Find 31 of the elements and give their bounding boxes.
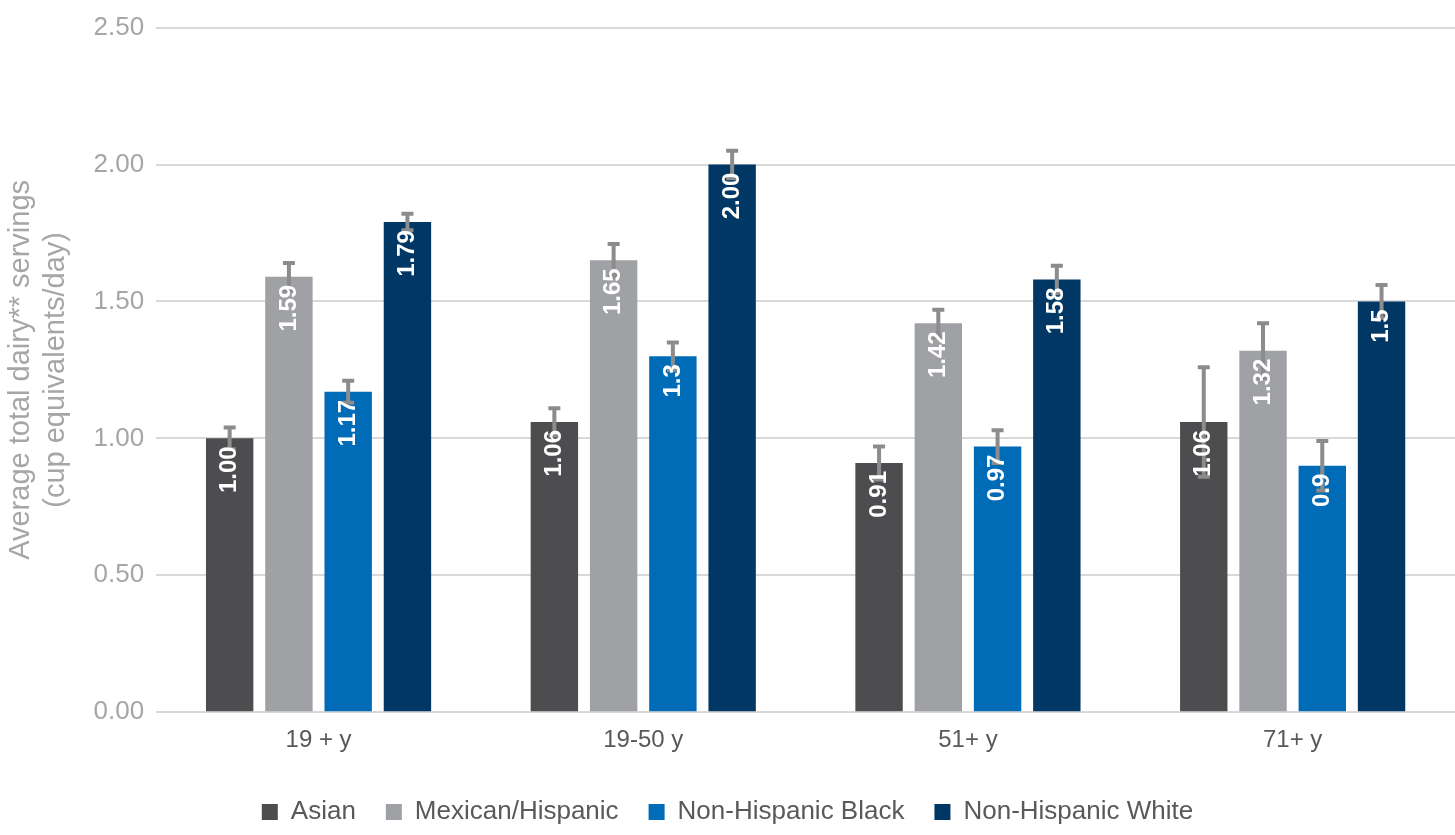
y-axis-title: Average total dairy** servings (cup equivalents/day) [3, 179, 71, 560]
data-label: 1.06 [1188, 429, 1216, 477]
data-label: 1.06 [538, 429, 566, 477]
legend-label: Non-Hispanic Black [677, 795, 906, 826]
x-tick-label: 51+ y [938, 725, 998, 753]
x-tick-label: 19-50 y [603, 725, 684, 753]
legend-label: Mexican/Hispanic [414, 795, 619, 826]
y-tick-label: 2.50 [93, 10, 145, 41]
data-label: 1.65 [598, 268, 626, 316]
data-label: 0.9 [1306, 473, 1334, 508]
data-label: 1.42 [922, 331, 950, 379]
data-label: 2.00 [716, 172, 744, 220]
data-label: 0.97 [982, 454, 1010, 502]
x-tick-label: 71+ y [1262, 725, 1323, 753]
y-tick-label: 1.00 [93, 421, 145, 452]
legend-label: Asian [290, 795, 356, 826]
data-label: 1.79 [392, 230, 420, 277]
x-tick-label: 19 + y [285, 725, 352, 753]
y-tick-label: 1.50 [93, 284, 145, 315]
y-tick-label: 2.00 [93, 147, 145, 178]
data-label: 1.3 [657, 364, 685, 398]
data-label: 0.91 [863, 471, 891, 518]
data-label: 1.00 [214, 446, 242, 494]
data-label: 1.59 [273, 284, 301, 332]
data-label: 1.5 [1366, 309, 1394, 343]
y-tick-label: 0.00 [93, 695, 145, 726]
legend-label: Non-Hispanic White [963, 795, 1194, 826]
y-tick-label: 0.50 [93, 558, 145, 589]
data-label: 1.32 [1247, 358, 1275, 406]
data-label: 1.58 [1041, 287, 1069, 335]
data-label: 1.17 [332, 399, 360, 447]
